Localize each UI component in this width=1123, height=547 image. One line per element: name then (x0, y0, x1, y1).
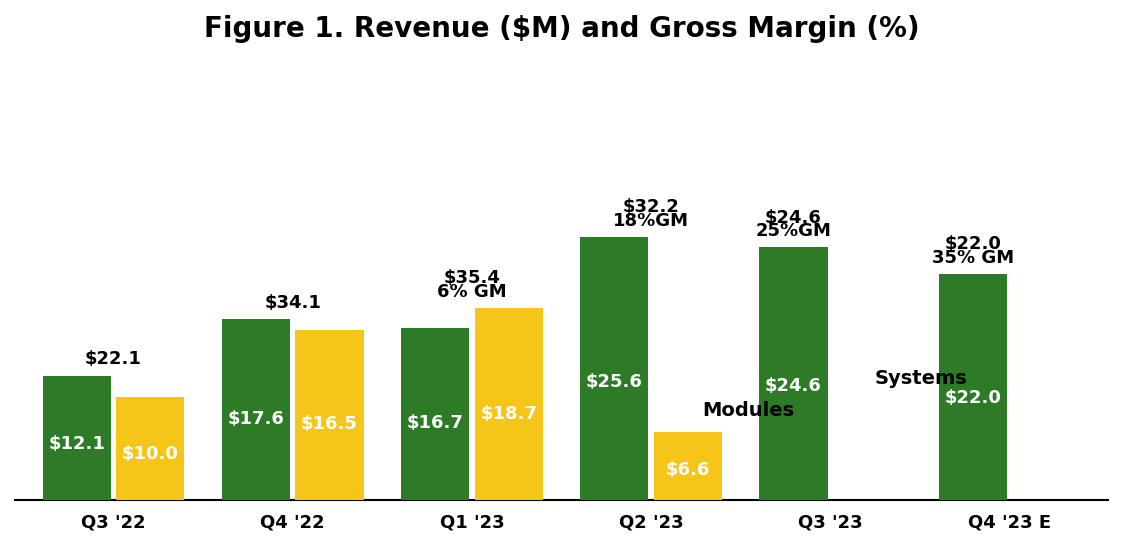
Text: $22.0: $22.0 (944, 235, 1002, 253)
Bar (117, 397, 184, 500)
Text: $32.2: $32.2 (622, 198, 679, 216)
Text: $22.0: $22.0 (944, 389, 1002, 408)
Text: Systems: Systems (874, 369, 967, 388)
Text: $24.6: $24.6 (765, 377, 822, 395)
Text: 25%GM: 25%GM (756, 222, 831, 240)
Bar (401, 328, 469, 500)
Text: $34.1: $34.1 (264, 294, 321, 312)
Bar (43, 376, 111, 500)
Text: $16.5: $16.5 (301, 415, 358, 433)
Text: $10.0: $10.0 (121, 445, 179, 463)
Bar (475, 308, 542, 500)
Text: 35% GM: 35% GM (932, 249, 1014, 266)
Text: $25.6: $25.6 (586, 373, 642, 391)
Text: $6.6: $6.6 (666, 461, 710, 479)
Text: $24.6: $24.6 (765, 208, 822, 226)
Text: $12.1: $12.1 (48, 435, 106, 453)
Text: $16.7: $16.7 (407, 414, 464, 432)
Text: $17.6: $17.6 (228, 410, 284, 428)
Bar (295, 330, 364, 500)
Text: 18%GM: 18%GM (613, 212, 690, 230)
Bar (759, 247, 828, 500)
Text: $35.4: $35.4 (444, 269, 501, 287)
Text: $22.1: $22.1 (85, 351, 141, 369)
Bar (654, 432, 722, 500)
Text: 6% GM: 6% GM (437, 283, 506, 300)
Bar (222, 319, 290, 500)
Text: Modules: Modules (702, 401, 794, 420)
Bar (581, 237, 648, 500)
Title: Figure 1. Revenue ($M) and Gross Margin (%): Figure 1. Revenue ($M) and Gross Margin … (203, 15, 920, 43)
Text: $18.7: $18.7 (481, 405, 537, 423)
Bar (939, 274, 1006, 500)
